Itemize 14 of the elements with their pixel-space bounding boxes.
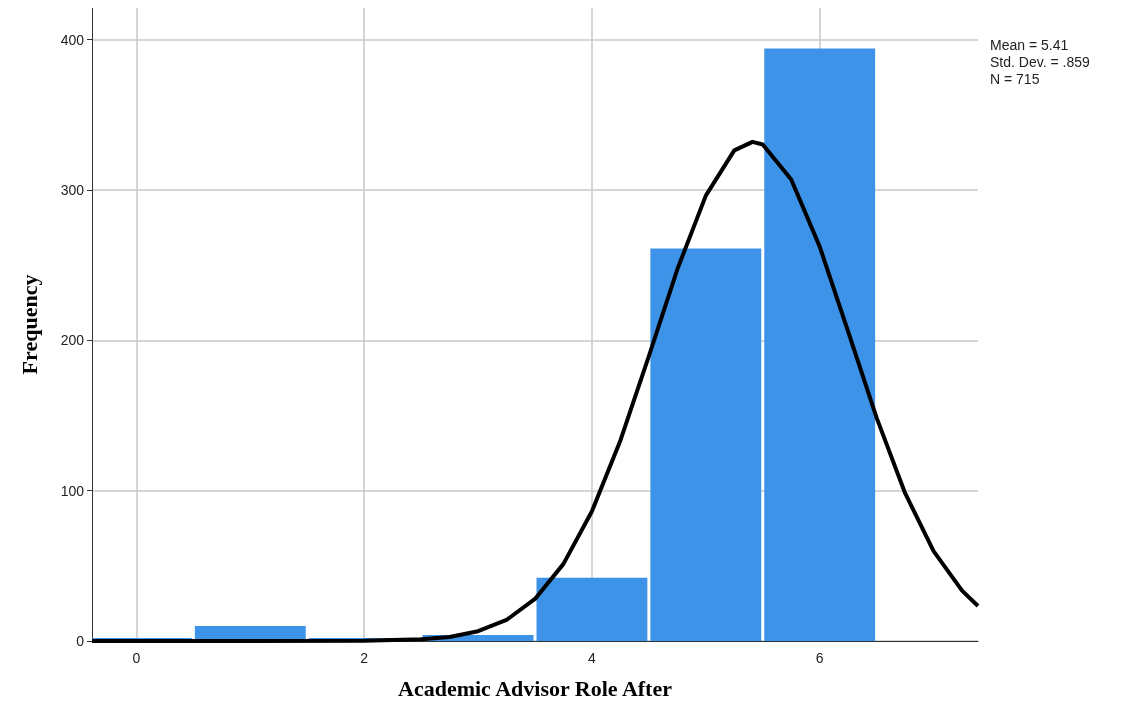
y-tick-label: 100	[60, 482, 85, 499]
y-tick-label: 400	[60, 31, 85, 48]
x-tick-label: 2	[360, 650, 369, 666]
text: Mean = 5.41	[990, 37, 1069, 53]
y-axis-title: Frequency	[16, 274, 42, 375]
text: Std. Dev. = .859	[990, 54, 1090, 70]
x-tick-label: 0	[132, 650, 141, 666]
x-tick-label: 6	[815, 650, 824, 666]
text: N = 715	[990, 71, 1040, 87]
y-tick-label: 300	[60, 181, 85, 198]
x-tick-label: 4	[588, 650, 597, 666]
x-axis-title: Academic Advisor Role After	[398, 675, 673, 701]
y-tick-label: 0	[76, 633, 85, 649]
y-tick-label: 200	[60, 332, 85, 349]
